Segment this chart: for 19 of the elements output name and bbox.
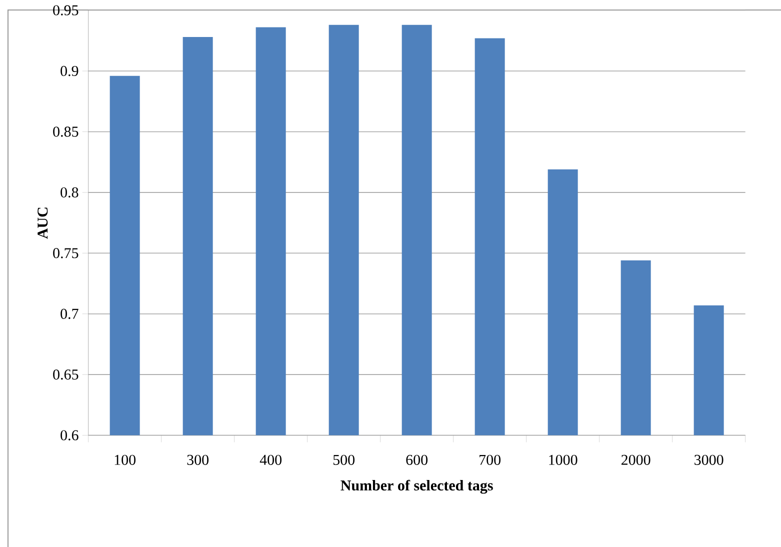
y-tick-label: 0.95 <box>53 5 78 16</box>
x-tick-label: 100 <box>114 454 136 465</box>
x-tick-label: 2000 <box>621 454 650 465</box>
x-tick-label: 500 <box>333 454 355 465</box>
x-tick-label: 300 <box>187 454 209 465</box>
y-tick-label: 0.9 <box>60 66 78 76</box>
x-tick-label: 1000 <box>549 454 578 465</box>
x-tick-label: 700 <box>480 454 501 465</box>
x-tick-label: 3000 <box>694 454 724 465</box>
x-axis-title: Number of selected tags <box>340 480 493 494</box>
y-tick-label: 0.85 <box>53 126 78 137</box>
y-axis-title: AUC <box>38 208 48 239</box>
y-tick-label: 0.8 <box>60 187 78 198</box>
x-tick-label: 600 <box>406 454 428 465</box>
y-tick-label: 0.7 <box>60 308 78 319</box>
y-tick-label: 0.6 <box>60 430 78 440</box>
y-tick-label: 0.75 <box>53 248 78 258</box>
y-tick-label: 0.65 <box>53 369 78 380</box>
x-tick-label: 400 <box>260 454 282 465</box>
